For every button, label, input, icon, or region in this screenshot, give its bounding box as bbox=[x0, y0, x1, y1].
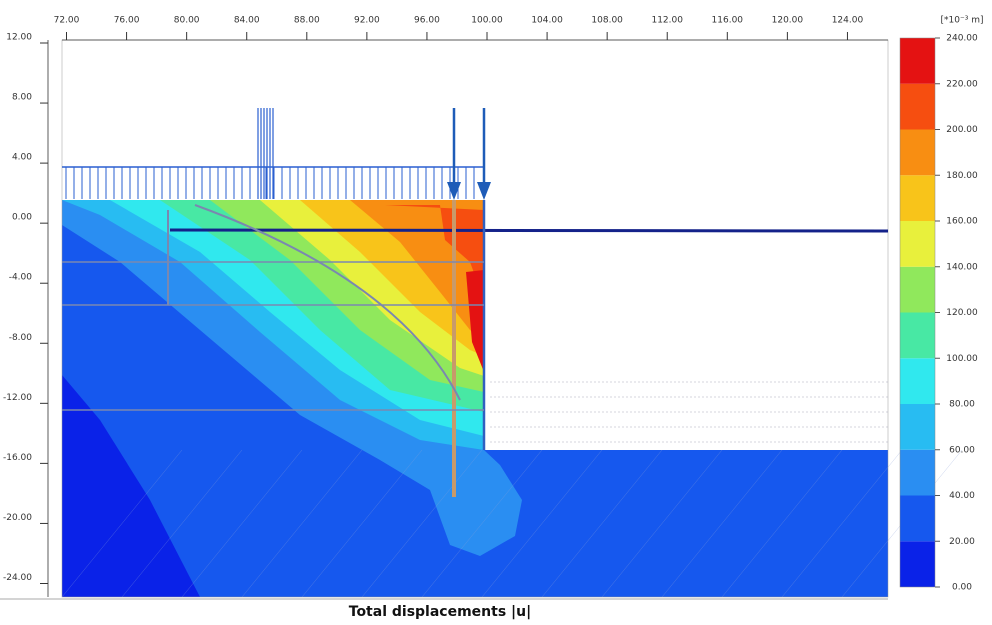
mesh-line bbox=[541, 449, 663, 598]
mesh-line bbox=[661, 449, 783, 598]
colorbar-tick-label: 180.00 bbox=[946, 171, 978, 181]
colorbar-tick-label: 20.00 bbox=[949, 537, 975, 547]
colorbar-tick-label: 240.00 bbox=[946, 34, 978, 44]
mesh-line bbox=[601, 449, 723, 598]
x-tick-label: 72.00 bbox=[54, 16, 80, 26]
x-tick-label: 80.00 bbox=[174, 16, 200, 26]
y-tick-label: -20.00 bbox=[3, 513, 32, 523]
colorbar-tick-label: 80.00 bbox=[949, 400, 975, 410]
failure-line bbox=[194, 204, 461, 401]
colorbar-band bbox=[900, 541, 935, 587]
x-tick-label: 76.00 bbox=[114, 16, 140, 26]
mesh-line bbox=[181, 449, 303, 598]
x-tick-label: 116.00 bbox=[712, 16, 744, 26]
y-tick-label: 12.00 bbox=[6, 33, 32, 43]
x-tick-label: 88.00 bbox=[294, 16, 320, 26]
x-tick-label: 112.00 bbox=[651, 16, 683, 26]
colorbar-band bbox=[900, 404, 935, 450]
colorbar-tick-label: 120.00 bbox=[946, 308, 978, 318]
colorbar-tick-label: 160.00 bbox=[946, 217, 978, 227]
mesh-line bbox=[481, 449, 603, 598]
anchor-line bbox=[169, 228, 889, 233]
contour-band bbox=[62, 375, 200, 597]
y-tick-label: -24.00 bbox=[3, 573, 32, 583]
x-tick-label: 100.00 bbox=[471, 16, 503, 26]
mesh-line bbox=[361, 449, 483, 598]
colorbar-tick-label: 100.00 bbox=[946, 354, 978, 364]
contour-plot bbox=[61, 200, 963, 598]
contour-band bbox=[466, 270, 484, 372]
x-tick-label: 92.00 bbox=[354, 16, 380, 26]
chart-title: Total displacements |u| bbox=[349, 604, 531, 620]
y-tick-label: 8.00 bbox=[12, 93, 32, 103]
y-tick-label: 4.00 bbox=[12, 153, 32, 163]
colorbar-band bbox=[900, 266, 935, 313]
colorbar-tick-label: 60.00 bbox=[949, 445, 975, 455]
colorbar-band bbox=[900, 38, 935, 84]
x-tick-label: 120.00 bbox=[772, 16, 804, 26]
colorbar-label: [*10⁻³ m] bbox=[941, 16, 984, 26]
contour-band bbox=[385, 205, 484, 300]
mesh-line bbox=[121, 449, 243, 598]
x-tick-label: 124.00 bbox=[832, 16, 864, 26]
mesh-line bbox=[421, 449, 543, 598]
colorbar-tick-label: 220.00 bbox=[946, 79, 978, 89]
mesh-line bbox=[721, 449, 843, 598]
colorbar-band bbox=[900, 83, 935, 130]
y-tick-label: -4.00 bbox=[9, 273, 33, 283]
mesh-line bbox=[301, 449, 423, 598]
colorbar-band bbox=[900, 175, 935, 221]
x-tick-label: 108.00 bbox=[591, 16, 623, 26]
colorbar-band bbox=[900, 129, 935, 176]
colorbar-tick-label: 40.00 bbox=[949, 491, 975, 501]
colorbar-band bbox=[900, 358, 935, 404]
colorbar-band bbox=[900, 312, 935, 359]
y-tick-label: -12.00 bbox=[3, 393, 32, 403]
colorbar-tick-label: 140.00 bbox=[946, 262, 978, 272]
colorbar-band bbox=[900, 449, 935, 496]
mesh-line bbox=[61, 449, 183, 598]
x-tick-label: 96.00 bbox=[414, 16, 440, 26]
colorbar-band bbox=[900, 495, 935, 542]
y-tick-label: 0.00 bbox=[12, 213, 32, 223]
colorbar-band bbox=[900, 221, 935, 267]
x-tick-label: 104.00 bbox=[531, 16, 563, 26]
point-load-head bbox=[447, 182, 461, 200]
colorbar-tick-label: 200.00 bbox=[946, 125, 978, 135]
mesh-line bbox=[781, 449, 903, 598]
y-tick-label: -16.00 bbox=[3, 453, 32, 463]
x-tick-label: 84.00 bbox=[234, 16, 260, 26]
colorbar-tick-label: 0.00 bbox=[952, 583, 972, 593]
mesh-line bbox=[241, 449, 363, 598]
y-tick-label: -8.00 bbox=[9, 333, 33, 343]
point-load-head bbox=[477, 182, 491, 200]
